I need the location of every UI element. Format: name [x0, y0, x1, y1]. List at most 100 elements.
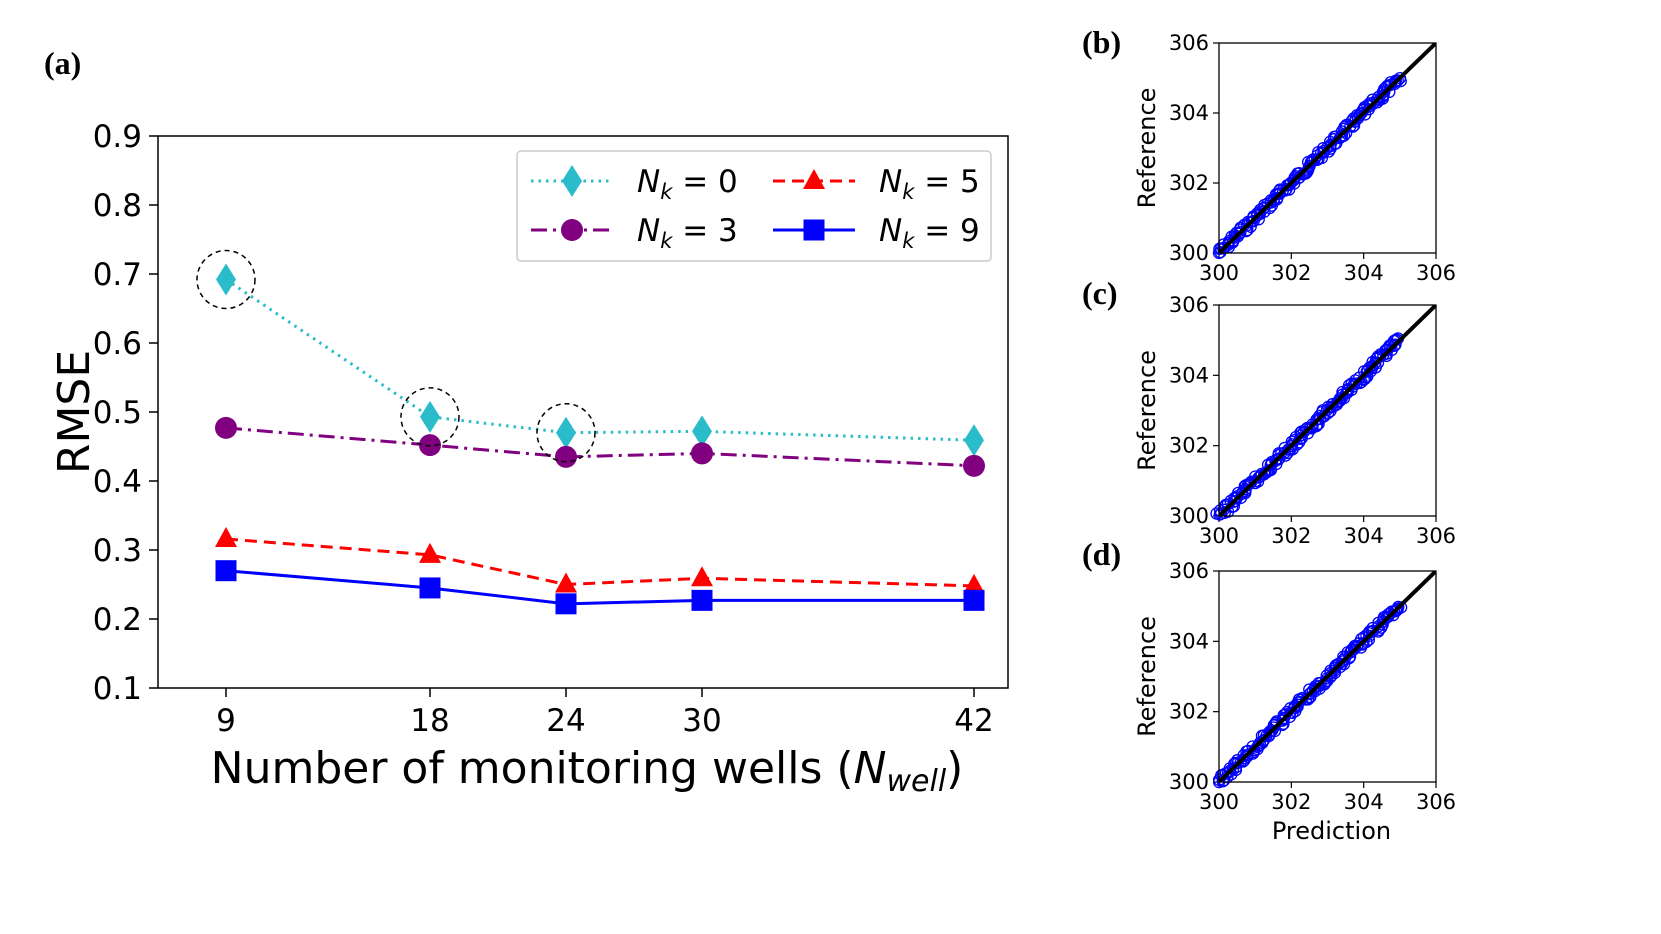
legend-item: Nk = 0 — [531, 164, 738, 204]
y-tick-label: 304 — [1169, 363, 1209, 387]
scatter-points — [1210, 332, 1405, 521]
square-marker — [963, 589, 985, 611]
triangle-marker — [803, 169, 825, 189]
diamond-marker — [562, 165, 582, 197]
x-tick-label: 24 — [546, 703, 585, 739]
y-tick-label: 304 — [1169, 101, 1209, 125]
plot-frame-a — [157, 135, 1009, 689]
y-tick-label: 0.8 — [93, 188, 142, 224]
panel-label-d: (d) — [1082, 536, 1121, 572]
identity-line — [1219, 305, 1436, 516]
legend-box — [516, 150, 992, 262]
legend-label: Nk = 3 — [637, 213, 738, 253]
diamond-marker — [692, 415, 712, 448]
x-tick-label: 306 — [1416, 261, 1456, 285]
x-tick-label: 300 — [1199, 524, 1239, 548]
x-axis-label: Number of monitoring wells (Nwell) — [211, 743, 964, 799]
x-tick-label: 302 — [1271, 790, 1311, 814]
x-tick-label: 42 — [954, 703, 993, 739]
square-marker — [555, 593, 577, 615]
diamond-marker — [216, 263, 236, 296]
x-tick-label: 30 — [682, 703, 721, 739]
y-axis-label: Reference — [1133, 350, 1161, 471]
triangle-marker — [963, 573, 985, 594]
y-tick-label: 306 — [1169, 559, 1209, 583]
triangle-marker — [555, 572, 577, 593]
identity-line — [1219, 43, 1436, 253]
legend-label: Nk = 9 — [879, 213, 980, 253]
scatter-point — [1304, 156, 1317, 169]
y-tick-label: 300 — [1169, 770, 1209, 794]
plot-frame — [1218, 304, 1437, 517]
y-tick-label: 306 — [1169, 31, 1209, 55]
scatter-point — [1393, 71, 1407, 85]
y-tick-label: 302 — [1169, 171, 1209, 195]
x-tick-label: 9 — [216, 703, 236, 739]
series-line — [225, 426, 975, 468]
plot-frame — [1218, 42, 1437, 254]
triangle-marker — [215, 526, 237, 547]
highlight-circle — [400, 387, 460, 447]
legend-item: Nk = 9 — [773, 213, 980, 253]
panel-label-c: (c) — [1082, 275, 1118, 311]
identity-line — [1219, 571, 1436, 782]
y-tick-label: 300 — [1169, 504, 1209, 528]
x-tick-label: 306 — [1416, 790, 1456, 814]
y-axis-label: Reference — [1133, 88, 1161, 209]
circle-marker — [963, 454, 985, 477]
x-tick-label: 300 — [1199, 790, 1239, 814]
x-tick-label: 304 — [1344, 524, 1384, 548]
circle-marker — [691, 442, 713, 465]
square-marker — [215, 560, 237, 582]
legend-label: Nk = 0 — [637, 164, 738, 204]
x-tick-label: 300 — [1199, 261, 1239, 285]
triangle-marker — [691, 566, 713, 587]
square-marker — [803, 219, 825, 241]
circle-marker — [561, 219, 583, 241]
y-axis-label: Reference — [1133, 616, 1161, 737]
panel-a: (a) 0.1 0.2 0.3 0.4 0.5 0.6 0.7 0.8 0.9 9 18 24 30 42… — [44, 45, 1009, 799]
scatter-point — [1388, 339, 1401, 353]
x-tick-label: 304 — [1344, 261, 1384, 285]
series-3 — [215, 560, 985, 615]
plot-frame — [1218, 570, 1437, 783]
series-line — [225, 569, 974, 606]
y-tick-label: 302 — [1169, 700, 1209, 724]
circle-marker — [555, 445, 577, 468]
y-tick-label: 306 — [1169, 293, 1209, 317]
panel-d: (d) 300 302 304 306 300 302 304 306 Reference Pre… — [1082, 536, 1456, 845]
x-tick-label: 306 — [1416, 524, 1456, 548]
panel-b: (b) 300 302 304 306 300 302 304 306 Reference — [1082, 24, 1456, 285]
y-tick-label: 0.6 — [93, 326, 142, 362]
scatter-point — [1263, 725, 1276, 739]
y-tick-label: 0.9 — [93, 119, 142, 155]
series-0 — [216, 263, 984, 457]
y-tick-label: 0.5 — [93, 395, 142, 431]
square-marker — [691, 589, 713, 611]
series-2 — [215, 526, 985, 594]
y-tick-label: 0.7 — [93, 257, 142, 293]
scatter-point — [1394, 601, 1408, 614]
highlight-circle — [536, 402, 596, 463]
series-1 — [215, 416, 985, 477]
scatter-point — [1272, 453, 1285, 466]
panel-label-b: (b) — [1082, 24, 1121, 60]
y-tick-label: 0.4 — [93, 464, 142, 500]
x-tick-label: 304 — [1344, 790, 1384, 814]
y-tick-label: 304 — [1169, 629, 1209, 653]
legend-item: Nk = 5 — [773, 164, 980, 204]
y-tick-label: 0.1 — [93, 671, 142, 707]
y-tick-label: 302 — [1169, 434, 1209, 458]
panel-label-a: (a) — [44, 45, 81, 81]
x-tick-label: 302 — [1271, 261, 1311, 285]
diamond-marker — [556, 416, 576, 449]
y-tick-label: 300 — [1169, 241, 1209, 265]
y-axis-label: RMSE — [49, 350, 100, 474]
circle-marker — [215, 416, 237, 439]
x-tick-label: 18 — [410, 703, 449, 739]
y-tick-label: 0.3 — [93, 533, 142, 569]
square-marker — [419, 577, 441, 599]
triangle-marker — [419, 542, 441, 563]
y-tick-label: 0.2 — [93, 602, 142, 638]
